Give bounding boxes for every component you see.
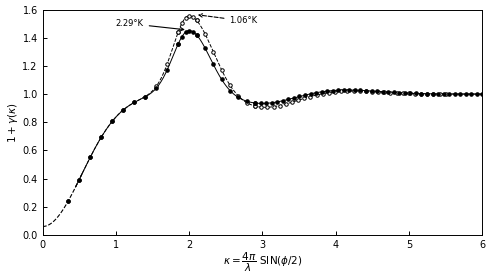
Y-axis label: $1+\gamma(\kappa)$: $1+\gamma(\kappa)$: [5, 102, 20, 143]
Text: 2.29°K: 2.29°K: [116, 19, 184, 31]
Text: 1.06°K: 1.06°K: [199, 14, 258, 25]
X-axis label: $\kappa = \dfrac{4\pi}{\lambda}\ \mathrm{SIN}(\phi/2)$: $\kappa = \dfrac{4\pi}{\lambda}\ \mathrm…: [223, 251, 302, 274]
